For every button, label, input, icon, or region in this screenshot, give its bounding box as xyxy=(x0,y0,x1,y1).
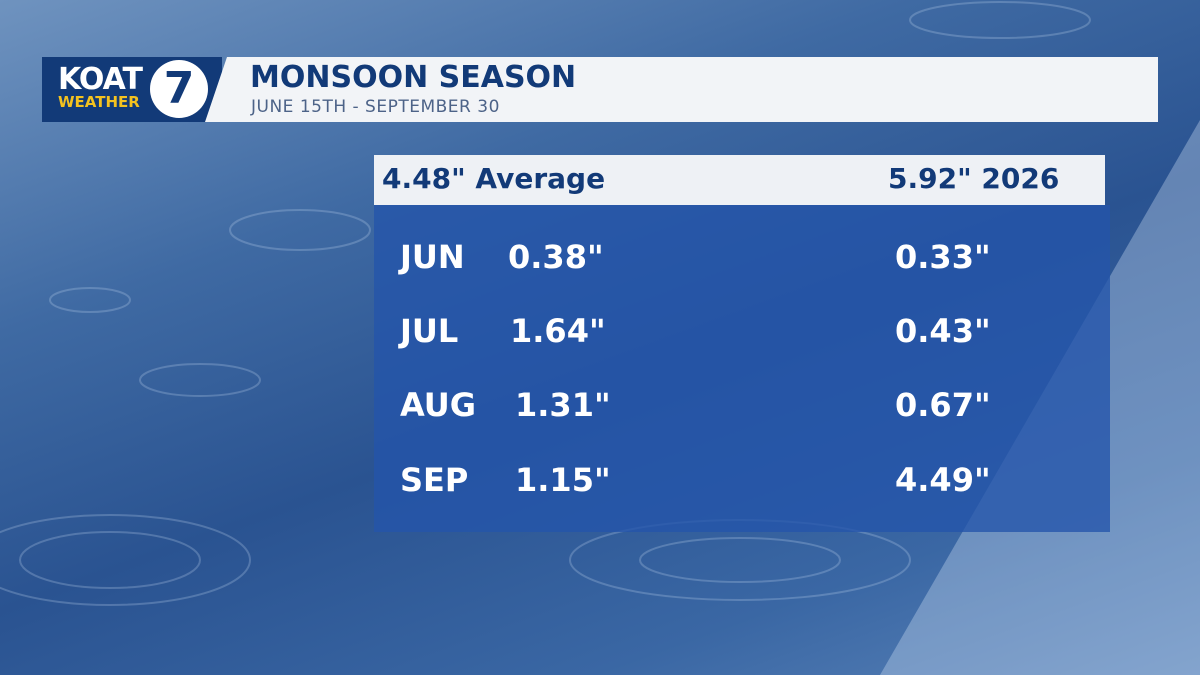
value-cell: 0.43" xyxy=(895,312,991,350)
value-cell: 4.49" xyxy=(895,461,991,499)
value-cell: 1.64" xyxy=(510,312,606,350)
logo-text: KOAT xyxy=(58,62,143,97)
month-cell: SEP xyxy=(400,461,469,499)
month-cell: JUN xyxy=(400,238,465,276)
logo-subtext: WEATHER xyxy=(58,93,140,111)
logo-number: 7 xyxy=(150,60,208,118)
value-cell: 0.38" xyxy=(508,238,604,276)
value-cell: 1.31" xyxy=(515,386,611,424)
value-cell: 0.67" xyxy=(895,386,991,424)
table-header xyxy=(374,155,1105,205)
value-cell: 1.15" xyxy=(515,461,611,499)
column-header: 4.48" Average xyxy=(382,162,606,195)
month-cell: JUL xyxy=(400,312,459,350)
month-cell: AUG xyxy=(400,386,477,424)
title: MONSOON SEASON xyxy=(250,60,577,95)
title-bar xyxy=(205,57,1158,122)
column-header: 5.92" 2026 xyxy=(888,162,1060,195)
table-body xyxy=(374,205,1110,532)
subtitle: JUNE 15TH - SEPTEMBER 30 xyxy=(251,97,500,117)
value-cell: 0.33" xyxy=(895,238,991,276)
